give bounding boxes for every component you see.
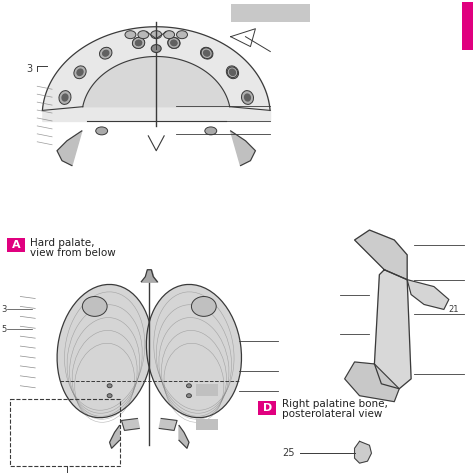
Ellipse shape (227, 67, 237, 77)
Text: 3: 3 (26, 65, 32, 75)
Polygon shape (345, 362, 399, 402)
Bar (196, 418, 218, 430)
Ellipse shape (102, 50, 109, 57)
Ellipse shape (74, 66, 86, 79)
Polygon shape (355, 230, 407, 280)
Ellipse shape (138, 31, 149, 38)
Ellipse shape (244, 94, 251, 102)
Polygon shape (179, 426, 189, 448)
Ellipse shape (229, 69, 236, 76)
Text: view from below: view from below (30, 248, 116, 258)
Ellipse shape (170, 40, 177, 46)
Ellipse shape (229, 68, 236, 76)
Ellipse shape (107, 394, 112, 398)
Ellipse shape (151, 45, 161, 53)
Bar (231, 4, 310, 22)
Ellipse shape (125, 31, 136, 38)
Polygon shape (374, 270, 411, 389)
Ellipse shape (132, 38, 145, 48)
Ellipse shape (76, 68, 84, 76)
Ellipse shape (57, 285, 152, 418)
Text: D: D (263, 403, 272, 413)
Polygon shape (83, 57, 230, 107)
Text: 21: 21 (449, 305, 459, 314)
Bar (8, 238, 25, 252)
Ellipse shape (201, 48, 212, 58)
Ellipse shape (100, 48, 111, 58)
Polygon shape (231, 131, 255, 166)
Ellipse shape (186, 394, 191, 398)
Polygon shape (109, 426, 119, 448)
Text: A: A (12, 240, 21, 250)
Polygon shape (121, 418, 139, 430)
Bar (196, 384, 218, 396)
Ellipse shape (135, 40, 142, 46)
Ellipse shape (75, 67, 85, 77)
Text: 3: 3 (1, 305, 7, 314)
Ellipse shape (176, 31, 188, 38)
Polygon shape (407, 280, 449, 309)
Ellipse shape (168, 38, 180, 48)
Ellipse shape (170, 39, 178, 46)
Ellipse shape (82, 296, 107, 316)
Ellipse shape (205, 127, 217, 135)
Ellipse shape (241, 91, 254, 104)
Ellipse shape (135, 39, 142, 46)
Ellipse shape (168, 38, 180, 48)
Ellipse shape (100, 48, 112, 59)
Ellipse shape (133, 38, 145, 48)
Ellipse shape (107, 384, 112, 388)
Polygon shape (159, 418, 177, 430)
Bar (462, 2, 473, 49)
Ellipse shape (186, 384, 191, 388)
Ellipse shape (59, 91, 71, 104)
Bar (258, 400, 276, 415)
Ellipse shape (61, 94, 69, 102)
Text: Hard palate,: Hard palate, (30, 238, 95, 248)
Ellipse shape (77, 69, 83, 76)
Polygon shape (57, 131, 82, 166)
Polygon shape (355, 441, 372, 463)
Ellipse shape (191, 296, 216, 316)
Ellipse shape (96, 127, 108, 135)
Text: 25: 25 (283, 448, 295, 458)
Ellipse shape (201, 48, 213, 59)
Text: Right palatine bone,: Right palatine bone, (282, 399, 388, 408)
Ellipse shape (102, 50, 109, 57)
Ellipse shape (151, 31, 162, 38)
Ellipse shape (164, 31, 174, 38)
Text: posterolateral view: posterolateral view (282, 408, 383, 418)
Ellipse shape (226, 66, 238, 79)
Ellipse shape (146, 285, 241, 418)
Text: 5: 5 (1, 325, 7, 334)
Ellipse shape (203, 50, 210, 57)
Ellipse shape (203, 50, 210, 57)
Bar (10, 399, 119, 466)
